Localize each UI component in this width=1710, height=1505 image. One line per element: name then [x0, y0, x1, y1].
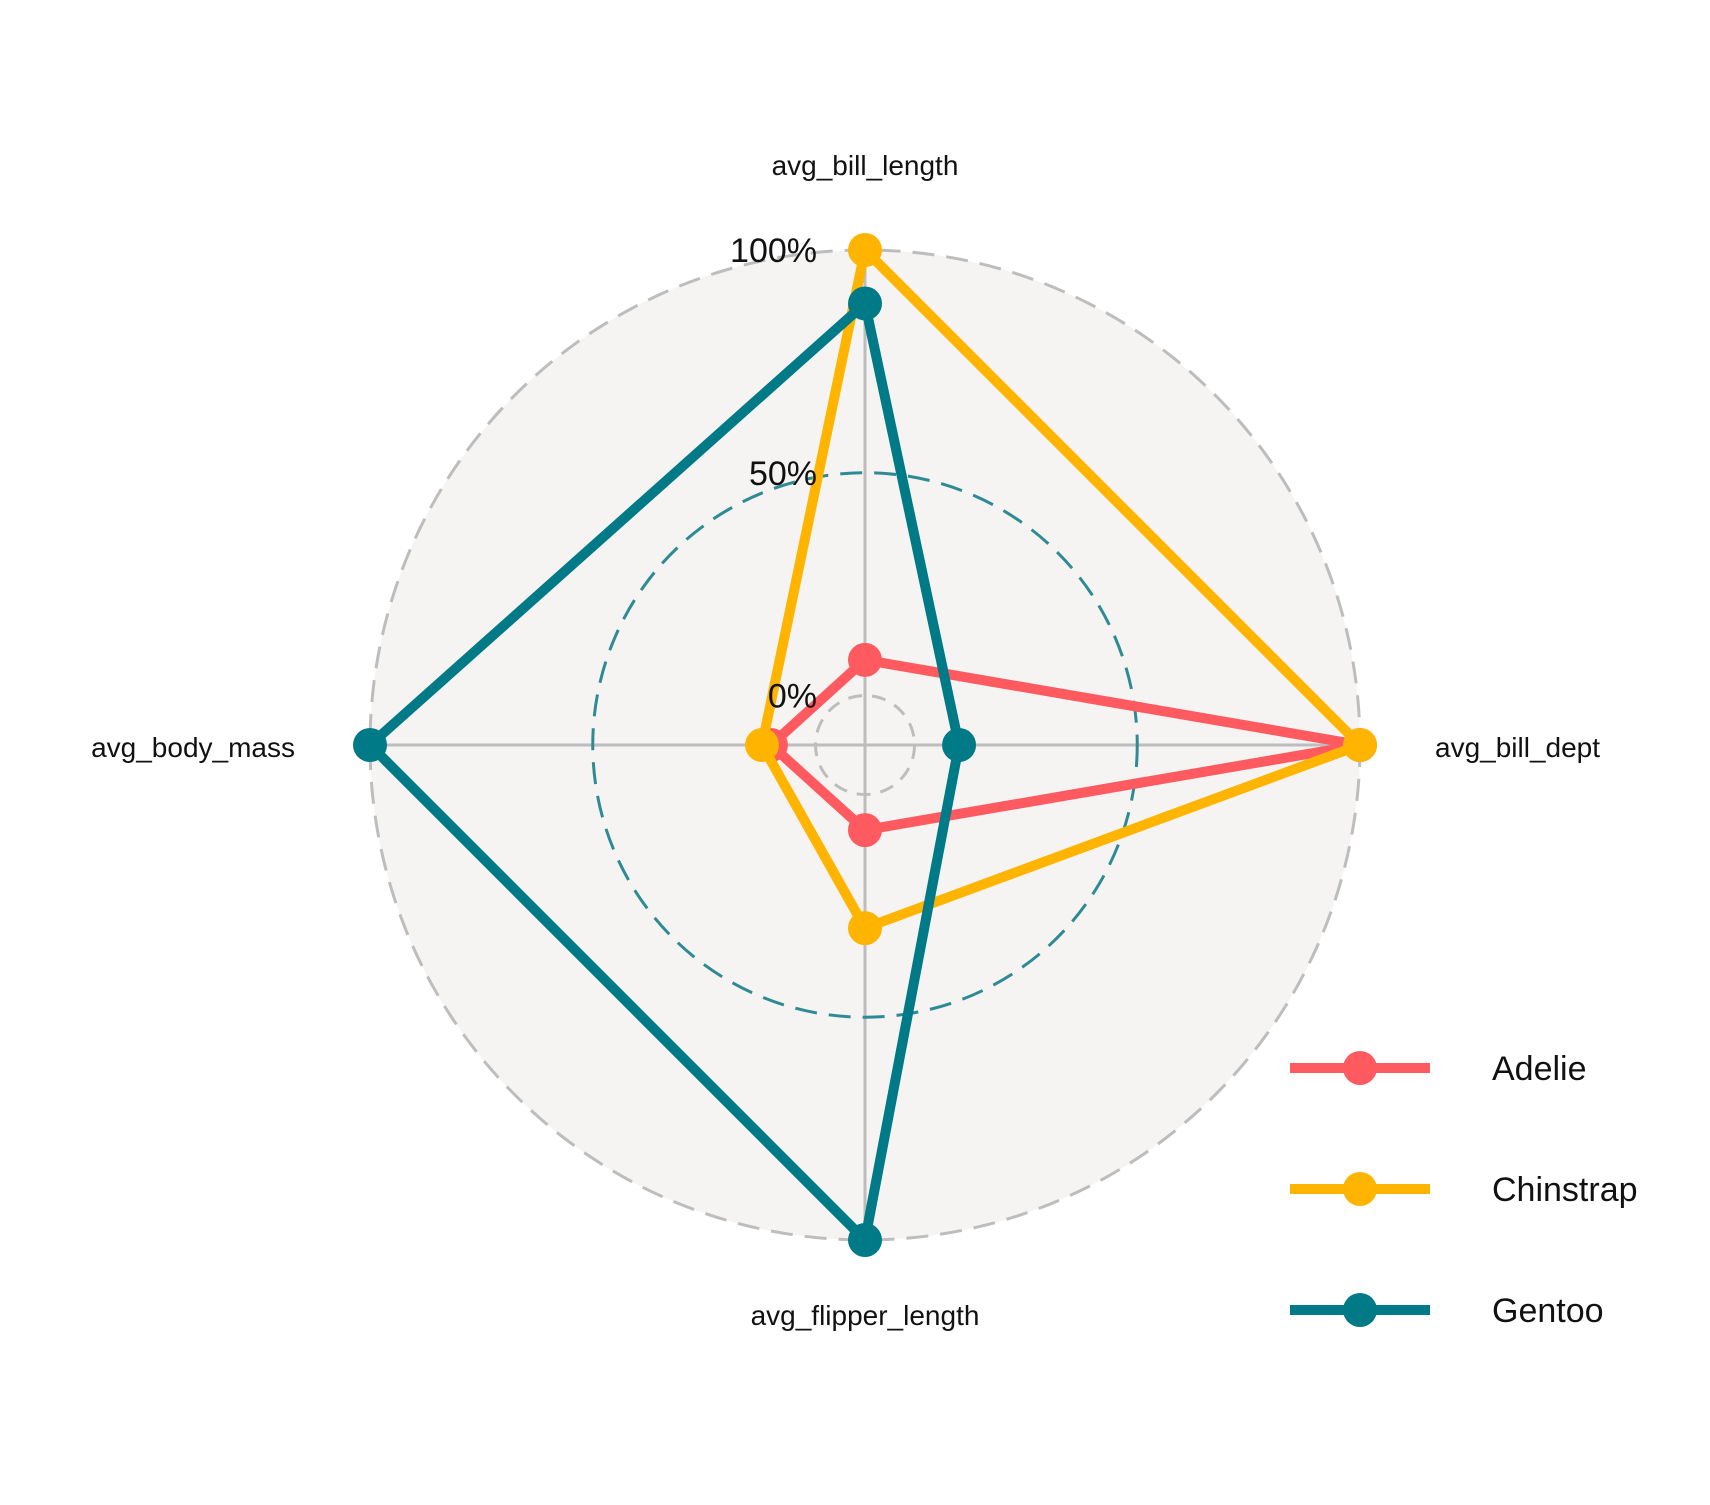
- data-point-chinstrap-avg_body_mass: [745, 728, 780, 762]
- legend: Adelie Chinstrap Gentoo: [1290, 1050, 1638, 1330]
- data-point-adelie-avg_flipper_length: [848, 813, 882, 848]
- legend-marker-gentoo: [1343, 1293, 1377, 1327]
- axis-label-avg_body_mass: avg_body_mass: [91, 732, 295, 763]
- data-point-gentoo-avg_body_mass: [353, 728, 387, 762]
- gridline-min: [814, 694, 916, 796]
- data-point-adelie-avg_bill_length: [848, 642, 882, 677]
- gridline-mid: [591, 471, 1139, 1019]
- data-point-chinstrap-avg_bill_length: [848, 233, 882, 267]
- legend-label-chinstrap: Chinstrap: [1492, 1171, 1638, 1209]
- gridline-label: 50%: [749, 455, 817, 493]
- legend-marker-chinstrap: [1343, 1172, 1377, 1206]
- data-point-chinstrap-avg_bill_dept: [1343, 728, 1377, 762]
- gridline-label: 100%: [730, 232, 817, 270]
- legend-label-gentoo: Gentoo: [1492, 1292, 1604, 1330]
- label-layer: 0%50%100%avg_bill_lengthavg_bill_deptavg…: [91, 150, 1600, 1331]
- legend-label-adelie: Adelie: [1492, 1050, 1587, 1088]
- legend-marker-adelie: [1343, 1051, 1377, 1085]
- axis-label-avg_bill_dept: avg_bill_dept: [1435, 732, 1600, 763]
- data-point-chinstrap-avg_flipper_length: [848, 911, 882, 946]
- gridline-label: 0%: [768, 678, 817, 716]
- data-point-gentoo-avg_bill_length: [848, 286, 882, 321]
- data-point-gentoo-avg_bill_dept: [942, 728, 977, 762]
- series-layer: [353, 233, 1377, 1257]
- axis-label-avg_flipper_length: avg_flipper_length: [751, 1300, 980, 1331]
- axis-label-avg_bill_length: avg_bill_length: [772, 150, 959, 181]
- data-point-gentoo-avg_flipper_length: [848, 1223, 882, 1257]
